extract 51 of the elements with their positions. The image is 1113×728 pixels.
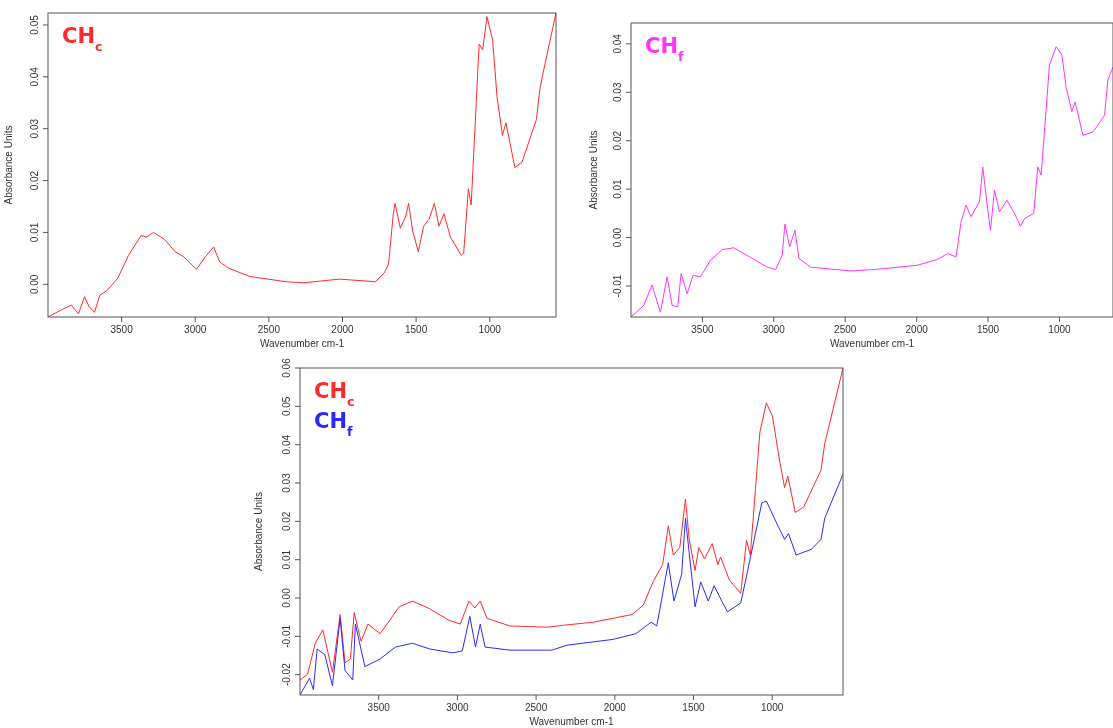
x-tick-label: 3500 [367,702,391,713]
y-tick-label: 0.00 [281,587,292,608]
x-axis-title: Wavenumber cm-1 [259,338,345,349]
x-tick-label: 3000 [184,324,207,335]
y-tick-label: 0.02 [612,130,623,151]
y-tick-label: 0.01 [281,549,292,570]
x-tick-label: 2000 [603,702,627,713]
x-tick-label: 3000 [762,324,786,335]
y-tick-label: 0.03 [612,82,623,102]
x-tick-label: 3500 [110,324,134,335]
x-tick-label: 1500 [682,702,706,713]
x-tick-label: 1500 [404,324,428,335]
y-tick-label: -0.01 [281,624,292,648]
y-tick-label: 0.06 [281,357,292,378]
y-axis-title: Absorbance Units [3,125,14,205]
x-tick-label: 2000 [905,324,929,335]
x-tick-label: 2500 [834,324,857,335]
text: CH$_{f}$ [645,34,684,64]
y-tick-label: 0.04 [29,66,40,87]
y-tick-label: 0.05 [29,14,40,35]
y-tick-label: 0.02 [281,511,292,532]
x-tick-label: 2500 [257,324,281,335]
x-tick-label: 1000 [761,702,784,713]
x-tick-label: 2500 [524,702,548,713]
x-tick-label: 1500 [976,324,1000,335]
text: CH$_{c}$ [62,24,103,54]
text: CH$_{c}$ [314,379,355,409]
y-tick-label: 0.00 [29,274,40,295]
y-tick-label: 0.03 [29,118,40,139]
line-series [300,473,843,695]
line-series [300,368,843,681]
y-tick-label: 0.05 [281,396,292,417]
y-axis-title: Absorbance Units [588,130,599,210]
y-tick-label: 0.03 [281,472,292,493]
x-tick-label: 2000 [331,324,355,335]
x-axis-title: Wavenumber cm-1 [529,716,614,727]
y-tick-label: 0.01 [612,178,623,199]
x-tick-label: 3000 [446,702,469,713]
text: CH$_{f}$ [314,409,353,439]
y-tick-label: 0.01 [29,222,40,243]
y-tick-label: -0.01 [612,274,623,298]
y-tick-label: 0.00 [612,227,623,248]
y-axis-title: Absorbance Units [253,492,264,571]
x-tick-label: 1000 [478,324,502,335]
x-tick-label: 3500 [691,324,714,335]
x-axis-title: Wavenumber cm-1 [829,338,915,349]
y-tick-label: 0.02 [29,170,40,191]
y-tick-label: 0.04 [612,33,623,54]
y-tick-label: 0.04 [281,434,292,455]
y-tick-label: -0.02 [281,662,292,687]
x-tick-label: 1000 [1048,324,1071,335]
